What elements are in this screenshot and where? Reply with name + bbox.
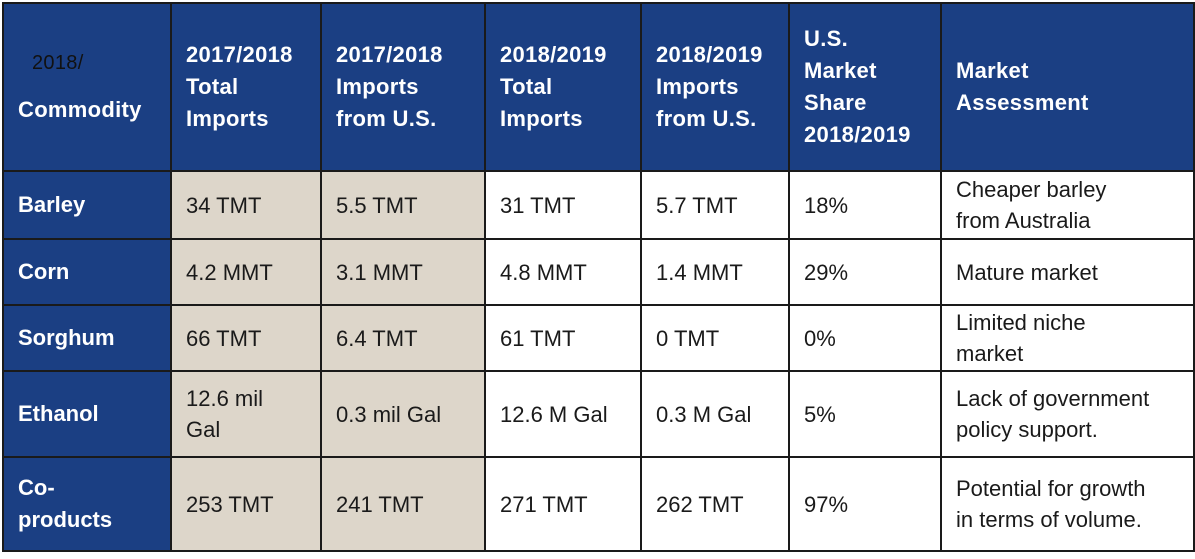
row-commodity: Barley [2,170,172,240]
cell-total-imports-1718: 4.2 MMT [170,238,322,306]
table-row: Ethanol 12.6 mil Gal 0.3 mil Gal 12.6 M … [2,370,1195,458]
header-total-imports-1819: 2018/2019 Total Imports [484,2,642,172]
cell-total-imports-1819: 12.6 M Gal [484,370,642,458]
cell-market-assessment: Limited niche market [940,304,1195,372]
cell-us-imports-1718: 0.3 mil Gal [320,370,486,458]
cell-total-imports-1718: 253 TMT [170,456,322,552]
cell-total-imports-1819: 31 TMT [484,170,642,240]
header-market-assessment: Market Assessment [940,2,1195,172]
header-us-market-share: U.S. Market Share 2018/2019 [788,2,942,172]
cell-total-imports-1819: 61 TMT [484,304,642,372]
table-row: Corn 4.2 MMT 3.1 MMT 4.8 MMT 1.4 MMT 29%… [2,238,1195,306]
row-commodity: Corn [2,238,172,306]
cell-market-assessment: Lack of government policy support. [940,370,1195,458]
header-row: 2018/ Commodity 2017/2018 Total Imports … [2,2,1195,172]
corner-year-label: 2018/ [32,52,84,74]
header-us-imports-1718: 2017/2018 Imports from U.S. [320,2,486,172]
cell-us-market-share: 97% [788,456,942,552]
cell-us-imports-1718: 5.5 TMT [320,170,486,240]
row-commodity: Co- products [2,456,172,552]
row-commodity: Ethanol [2,370,172,458]
header-total-imports-1718: 2017/2018 Total Imports [170,2,322,172]
cell-us-imports-1819: 5.7 TMT [640,170,790,240]
cell-market-assessment: Potential for growth in terms of volume. [940,456,1195,552]
cell-total-imports-1718: 66 TMT [170,304,322,372]
cell-us-market-share: 18% [788,170,942,240]
cell-us-imports-1819: 262 TMT [640,456,790,552]
header-us-imports-1819: 2018/2019 Imports from U.S. [640,2,790,172]
cell-total-imports-1718: 34 TMT [170,170,322,240]
table-row: Co- products 253 TMT 241 TMT 271 TMT 262… [2,456,1195,552]
cell-total-imports-1718: 12.6 mil Gal [170,370,322,458]
cell-us-imports-1819: 1.4 MMT [640,238,790,306]
cell-us-market-share: 0% [788,304,942,372]
cell-us-imports-1819: 0.3 M Gal [640,370,790,458]
table-row: Barley 34 TMT 5.5 TMT 31 TMT 5.7 TMT 18%… [2,170,1195,240]
cell-total-imports-1819: 271 TMT [484,456,642,552]
cell-total-imports-1819: 4.8 MMT [484,238,642,306]
row-commodity: Sorghum [2,304,172,372]
corner-header: 2018/ Commodity [2,2,172,172]
cell-us-market-share: 29% [788,238,942,306]
cell-us-imports-1819: 0 TMT [640,304,790,372]
cell-us-imports-1718: 3.1 MMT [320,238,486,306]
cell-us-imports-1718: 6.4 TMT [320,304,486,372]
corner-commodity-label: Commodity [18,97,142,122]
table-row: Sorghum 66 TMT 6.4 TMT 61 TMT 0 TMT 0% L… [2,304,1195,372]
cell-market-assessment: Cheaper barley from Australia [940,170,1195,240]
cell-us-imports-1718: 241 TMT [320,456,486,552]
cell-us-market-share: 5% [788,370,942,458]
cell-market-assessment: Mature market [940,238,1195,306]
